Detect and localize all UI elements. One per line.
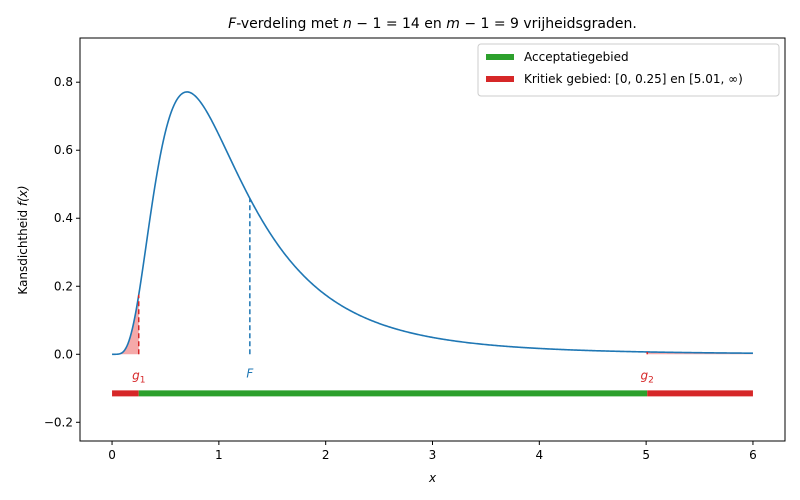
f-statistic-label: F xyxy=(246,366,254,380)
x-tick-label: 0 xyxy=(108,448,116,462)
density-curve xyxy=(112,91,753,356)
y-axis-label: Kansdichtheid f(x) xyxy=(16,185,30,294)
legend-label-critical: Kritiek gebied: [0, 0.25] en [5.01, ∞) xyxy=(524,72,743,86)
x-tick-label: 2 xyxy=(322,448,330,462)
y-tick-label: 0.2 xyxy=(54,279,73,293)
x-tick-label: 5 xyxy=(642,448,650,462)
x-tick-label: 4 xyxy=(535,448,543,462)
x-tick-label: 1 xyxy=(215,448,223,462)
g1-label: g1 xyxy=(132,368,145,385)
y-tick-label: 0.0 xyxy=(54,347,73,361)
x-tick-label: 3 xyxy=(429,448,437,462)
chart-title: F-verdeling met n − 1 = 14 en m − 1 = 9 … xyxy=(228,16,637,32)
y-tick-label: −0.2 xyxy=(44,415,73,429)
legend: Acceptatiegebied Kritiek gebied: [0, 0.2… xyxy=(477,43,780,97)
x-axis-label: x xyxy=(428,471,437,485)
plot-frame xyxy=(79,37,786,442)
y-tick-label: 0.8 xyxy=(54,75,73,89)
legend-label-acceptance: Acceptatiegebied xyxy=(524,50,629,64)
y-tick-label: 0.4 xyxy=(54,211,73,225)
g2-label: g2 xyxy=(641,368,654,385)
x-tick-label: 6 xyxy=(749,448,757,462)
critical-area-left xyxy=(112,294,139,355)
legend-box xyxy=(477,43,780,97)
y-tick-label: 0.6 xyxy=(54,143,73,157)
